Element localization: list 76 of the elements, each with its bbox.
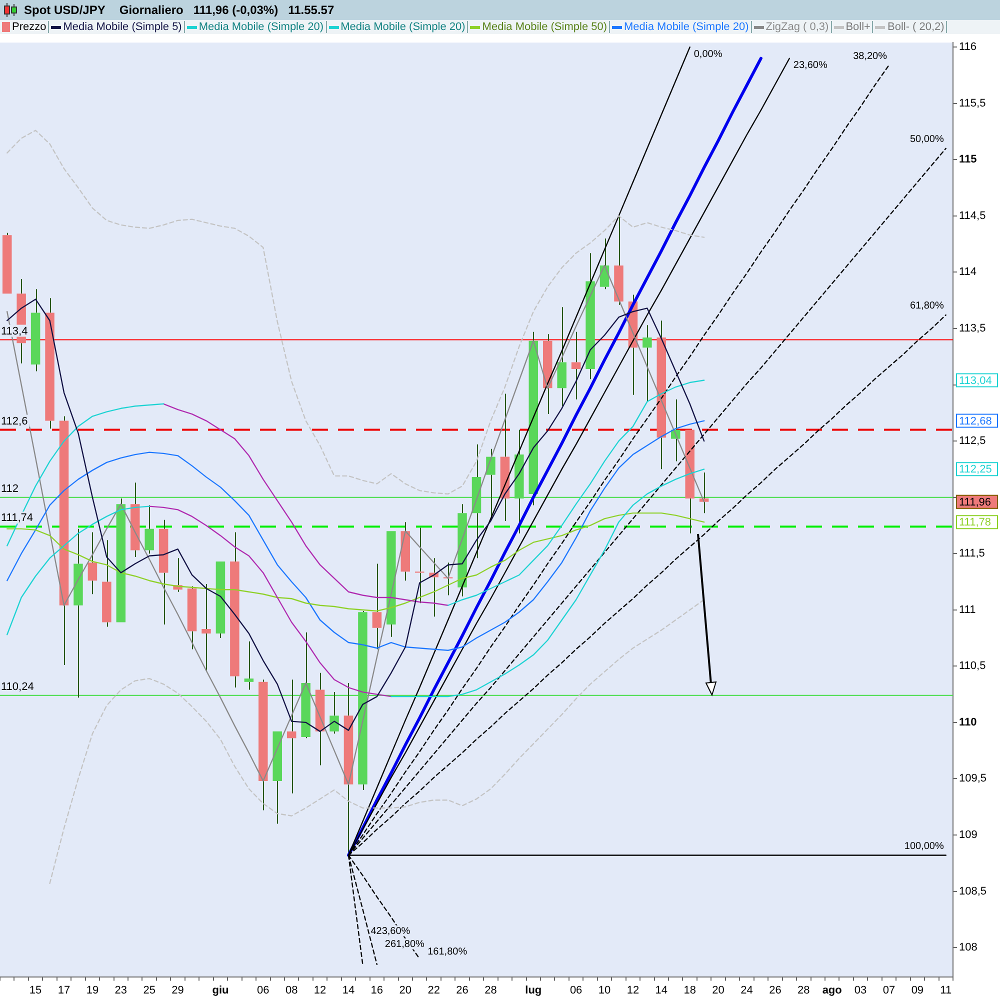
y-tick-label: 112,5 [959,435,986,448]
chart-subtitle: Giornaliero 111,96 (-0,03%) 11.55.57 [119,3,334,17]
annotation: 111,96 [959,496,992,508]
ref-line-label: 111,74 [1,512,34,524]
x-tick-label: 06 [570,984,582,996]
x-tick-label: 11 [940,984,952,996]
x-tick-label: 26 [769,984,782,996]
series-label: 23,60% [793,60,828,72]
legend-label: ZigZag ( 0,3) [752,21,832,33]
legend-label: Prezzo [0,21,50,33]
x-tick-label: 16 [370,984,384,996]
legend-label: Boll- ( 20,2) [873,21,948,33]
x-tick-label: lug [525,984,542,996]
ref-line-label: 110,24 [1,680,34,693]
x-tick-label: 12 [314,984,326,996]
legend-label: Media Mobile (Simple 50) [468,21,610,33]
x-tick-label: 22 [428,984,440,996]
ref-line-label: 112 [1,482,19,495]
x-tick-label: 09 [911,984,924,996]
x-tick-label: 23 [114,984,128,996]
x-tick-label: 15 [29,984,42,996]
y-tick-label: 109,5 [959,772,987,785]
annotation: 112,25 [959,464,992,476]
series-label: 423,60% [370,926,410,938]
y-tick-label: 109 [959,829,978,842]
x-tick-label: 03 [854,984,867,996]
x-tick-label: 20 [399,984,412,996]
y-tick-label: 110 [959,716,977,728]
y-tick-label: 114,5 [959,210,986,222]
series-label: 161,80% [428,946,468,958]
y-tick-label: 115 [959,154,977,166]
y-tick-label: 111 [959,604,976,616]
x-tick-label: 14 [655,984,668,996]
legend-label: Media Mobile (Simple 20) [610,21,752,33]
annotation: 111,78 [959,516,992,529]
x-tick-label: 19 [86,984,99,996]
annotation: 112,68 [959,415,992,428]
x-tick-label: 08 [285,984,298,996]
annotation: 113,04 [959,374,992,387]
y-tick-label: 113,5 [959,322,986,335]
legend-label: Media Mobile (Simple 20) [326,21,468,33]
y-tick-label: 116 [959,41,977,54]
x-tick-label: 12 [626,984,640,996]
x-tick-label: 26 [456,984,468,996]
x-tick-label: 14 [342,984,355,996]
y-tick-label: 114 [959,266,977,278]
x-tick-label: 29 [172,984,184,996]
x-tick-label: 28 [798,984,810,996]
legend-label: Boll+ [832,21,874,33]
x-tick-label: 07 [882,984,896,996]
series-label: 100,00% [904,840,944,852]
series-label: 0,00% [694,48,722,60]
x-tick-label: 18 [684,984,696,996]
series-label: 61,80% [910,300,944,312]
x-tick-label: ago [822,984,842,996]
series-label: 50,00% [910,134,944,146]
ref-line-label: 112,6 [1,415,28,428]
x-tick-label: 17 [58,984,70,996]
x-tick-label: 06 [257,984,270,996]
y-tick-label: 115,5 [959,97,986,110]
legend-label: Media Mobile (Simple 5) [49,21,185,33]
chart-title: Spot USD/JPY [24,3,106,17]
x-tick-label: 28 [484,984,497,996]
series-label: 261,80% [384,939,425,950]
y-tick-label: 108,5 [959,885,987,898]
x-tick-label: giu [212,984,229,996]
ref-line-label: 113,4 [1,325,28,338]
series-label: 38,20% [853,50,888,62]
x-tick-label: 24 [740,984,753,996]
y-tick-label: 111,5 [959,548,985,560]
legend-label: Media Mobile (Simple 20) [184,21,327,33]
x-tick-label: 25 [143,984,156,996]
y-tick-label: 108 [959,942,978,954]
x-tick-label: 20 [712,984,724,996]
y-tick-label: 110,5 [959,660,986,672]
x-tick-label: 10 [598,984,611,996]
